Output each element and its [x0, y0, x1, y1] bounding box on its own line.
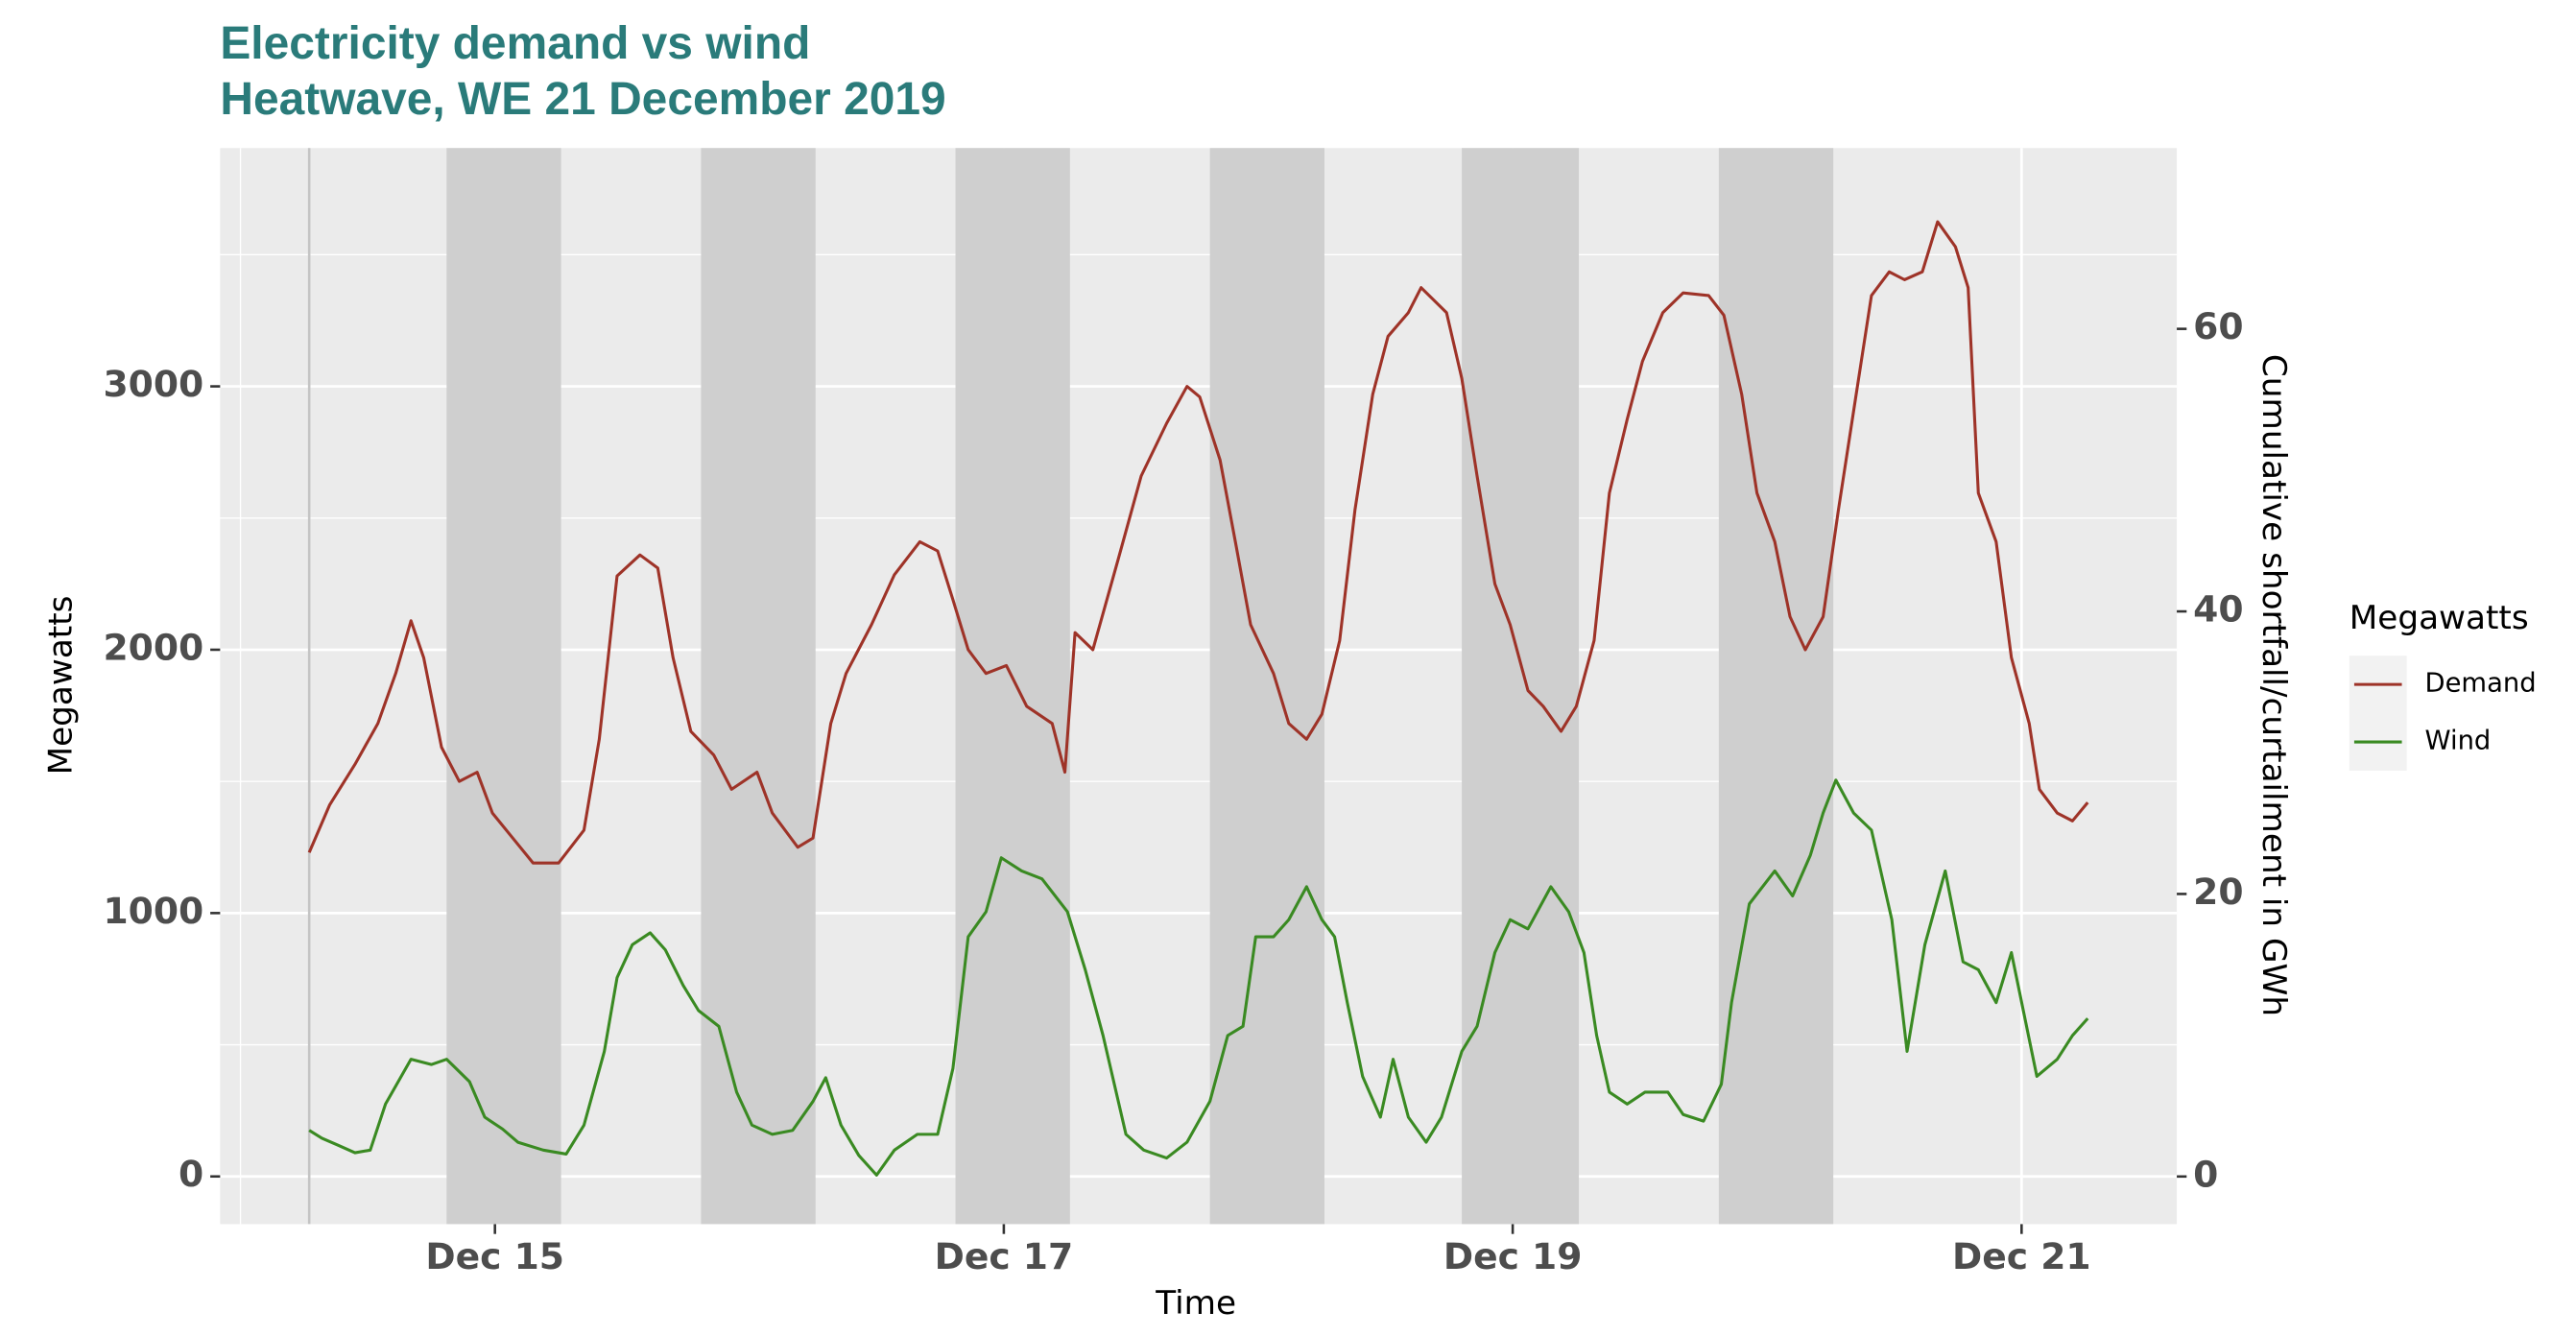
shaded-period	[701, 148, 816, 1225]
y2-tick-label: 20	[2193, 871, 2243, 913]
y2-tick-label: 0	[2193, 1153, 2218, 1195]
x-tick-label: Dec 17	[935, 1235, 1074, 1277]
y2-axis-title: Cumulative shortfall/curtailment in GWh	[2254, 354, 2293, 1016]
legend-title: Megawatts	[2349, 599, 2529, 637]
y2-tick-label: 60	[2193, 305, 2243, 347]
shaded-period	[1462, 148, 1580, 1225]
shaded-period	[1209, 148, 1324, 1225]
legend-label: Wind	[2425, 727, 2492, 756]
y2-tick-label: 40	[2193, 588, 2243, 631]
legend-label: Demand	[2425, 669, 2537, 699]
y-tick-label: 1000	[103, 890, 203, 932]
series-line	[307, 220, 2089, 865]
shaded-period	[1718, 148, 1834, 1225]
x-tick-label: Dec 15	[425, 1235, 564, 1277]
y-tick-label: 2000	[103, 626, 203, 668]
y-tick-label: 0	[179, 1153, 203, 1195]
chart-subtitle: Heatwave, WE 21 December 2019	[220, 74, 945, 125]
x-tick-label: Dec 19	[1443, 1235, 1583, 1277]
series-line	[308, 778, 2089, 1177]
shaded-period	[955, 148, 1070, 1225]
y-tick-label: 3000	[103, 363, 203, 405]
y-axis-title: Megawatts	[42, 596, 81, 775]
x-axis-title: Time	[1155, 1284, 1236, 1323]
x-tick-label: Dec 21	[1952, 1235, 2091, 1277]
shaded-period	[446, 148, 561, 1225]
chart-title: Electricity demand vs wind	[220, 18, 810, 69]
